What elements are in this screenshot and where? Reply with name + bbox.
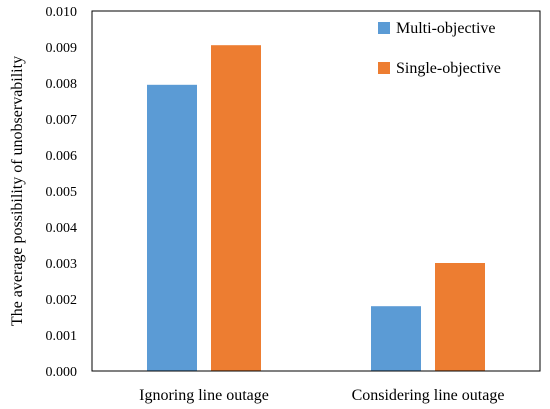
y-tick-label: 0.010 xyxy=(46,5,78,20)
legend-swatch xyxy=(378,22,390,34)
legend-label: Single-objective xyxy=(396,60,501,77)
y-tick-label: 0.007 xyxy=(46,113,78,128)
y-tick-label: 0.004 xyxy=(46,221,78,236)
bar-single-objective-2 xyxy=(435,263,485,371)
y-tick-label: 0.009 xyxy=(46,41,78,56)
legend: Multi-objective Single-objective xyxy=(378,20,501,77)
plot-frame xyxy=(91,10,541,372)
bar-multi-objective-1 xyxy=(147,84,197,372)
y-tick-label: 0.003 xyxy=(46,257,78,272)
y-tick-label: 0.005 xyxy=(46,185,78,200)
y-tick-label: 0.002 xyxy=(46,293,78,308)
y-tick-label: 0.006 xyxy=(46,149,78,164)
x-category-label: Considering line outage xyxy=(352,387,505,404)
y-tick-label: 0.008 xyxy=(46,77,78,92)
x-category-label: Ignoring line outage xyxy=(139,387,269,404)
legend-label: Multi-objective xyxy=(396,20,496,37)
y-tick-label: 0.001 xyxy=(46,329,78,344)
y-tick-label: 0.000 xyxy=(46,365,78,380)
bar-single-objective-1 xyxy=(211,45,261,371)
y-axis-title: The average possibility of unobservabili… xyxy=(9,56,26,326)
bar-multi-objective-2 xyxy=(371,306,421,371)
legend-swatch xyxy=(378,62,390,74)
